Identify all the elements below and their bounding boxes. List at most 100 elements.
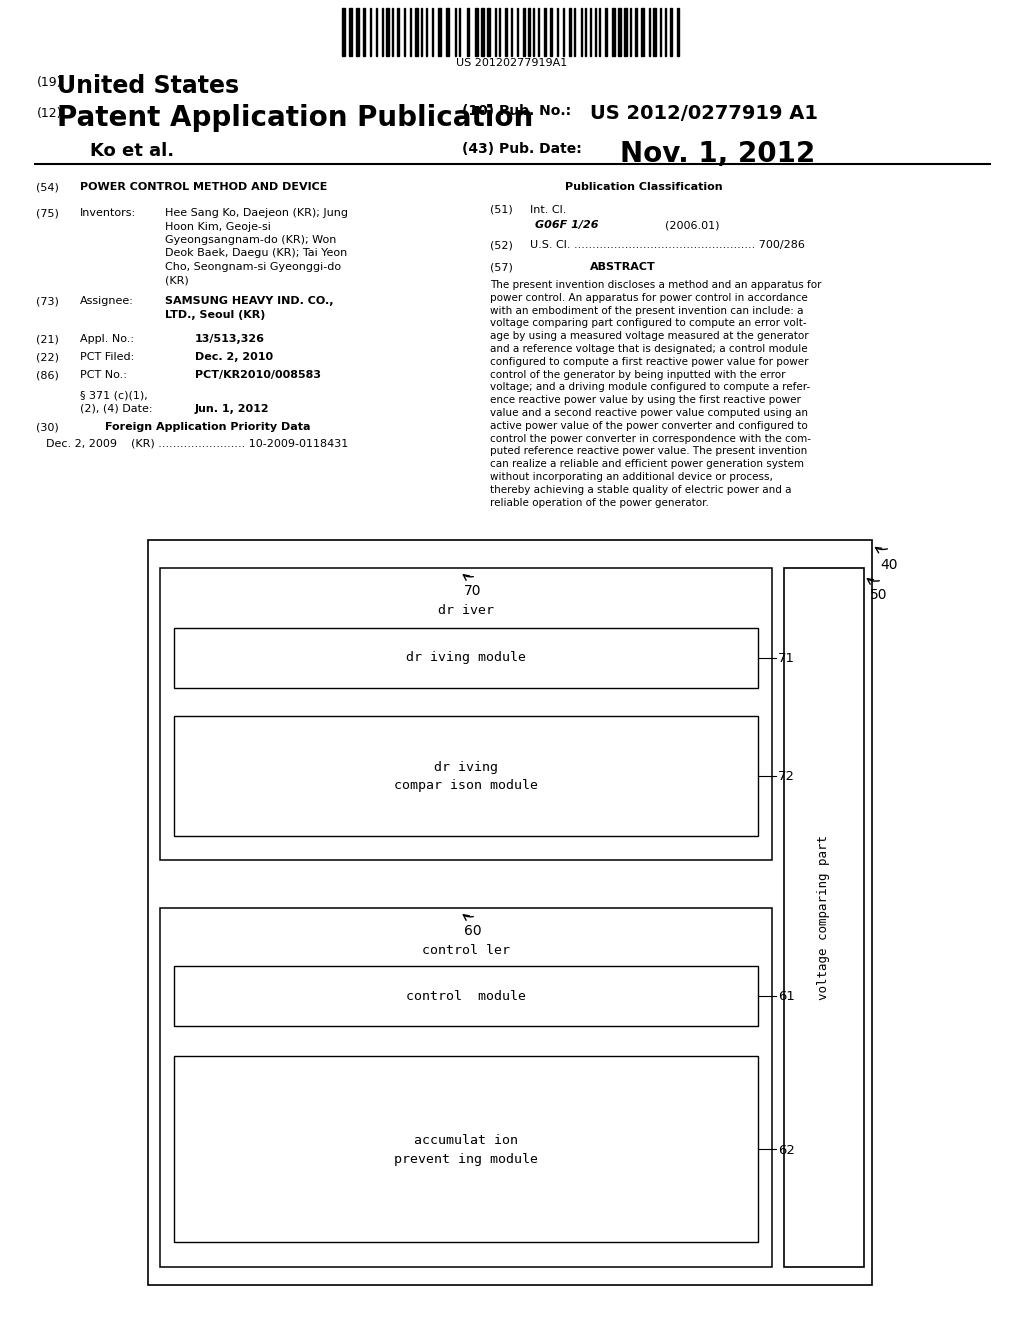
Text: PCT No.:: PCT No.: [80,370,127,380]
Bar [386,8,389,55]
Text: without incorporating an additional device or process,: without incorporating an additional devi… [490,473,773,482]
Text: Cho, Seongnam-si Gyeonggi-do: Cho, Seongnam-si Gyeonggi-do [165,261,341,272]
Bar [550,8,552,55]
Text: (51): (51) [490,205,513,215]
Text: voltage; and a driving module configured to compute a refer-: voltage; and a driving module configured… [490,383,810,392]
Bar [174,715,758,836]
Text: control  module: control module [406,990,526,1002]
Text: value and a second reactive power value computed using an: value and a second reactive power value … [490,408,808,418]
Text: Foreign Application Priority Data: Foreign Application Priority Data [105,422,310,432]
Text: ence reactive power value by using the first reactive power: ence reactive power value by using the f… [490,395,801,405]
Text: dr iver: dr iver [438,605,494,616]
Text: 61: 61 [778,990,795,1003]
Text: Hoon Kim, Geoje-si: Hoon Kim, Geoje-si [165,222,271,231]
Text: Publication Classification: Publication Classification [565,182,723,191]
Text: thereby achieving a stable quality of electric power and a: thereby achieving a stable quality of el… [490,484,792,495]
Text: 71: 71 [778,652,795,665]
Text: can realize a reliable and efficient power generation system: can realize a reliable and efficient pow… [490,459,804,469]
Bar [438,8,441,55]
Text: (52): (52) [490,240,513,249]
Text: (10) Pub. No.:: (10) Pub. No.: [462,104,571,117]
Bar [446,8,449,55]
Text: (21): (21) [36,334,58,345]
Bar [467,8,469,55]
Text: Dec. 2, 2009    (KR) ........................ 10-2009-0118431: Dec. 2, 2009 (KR) ......................… [46,438,348,447]
Bar [618,8,621,55]
Bar [362,8,365,55]
Text: Dec. 2, 2010: Dec. 2, 2010 [195,352,273,362]
Text: 13/513,326: 13/513,326 [195,334,265,345]
Bar [528,8,530,55]
Text: 70: 70 [464,583,481,598]
Text: control ler: control ler [422,944,510,957]
Bar [612,8,615,55]
Bar [349,8,352,55]
Text: ABSTRACT: ABSTRACT [590,261,655,272]
Text: dr iving module: dr iving module [406,652,526,664]
Text: LTD., Seoul (KR): LTD., Seoul (KR) [165,309,265,319]
Bar [487,8,490,55]
Bar [475,8,478,55]
Text: age by using a measured voltage measured at the generator: age by using a measured voltage measured… [490,331,809,341]
Text: (43) Pub. Date:: (43) Pub. Date: [462,143,582,156]
Text: Ko et al.: Ko et al. [90,143,174,160]
Text: 60: 60 [464,924,481,939]
Text: reliable operation of the power generator.: reliable operation of the power generato… [490,498,709,508]
Bar [397,8,399,55]
Text: G06F 1/26: G06F 1/26 [535,220,598,230]
Text: U.S. Cl. .................................................. 700/286: U.S. Cl. ...............................… [530,240,805,249]
Text: (86): (86) [36,370,58,380]
Text: compar ison module: compar ison module [394,780,538,792]
Text: (2006.01): (2006.01) [665,220,720,230]
Bar [569,8,571,55]
Bar [641,8,644,55]
Bar [677,8,679,55]
Bar [342,8,345,55]
Text: 62: 62 [778,1143,795,1156]
Bar [523,8,525,55]
Bar [160,908,772,1267]
Text: SAMSUNG HEAVY IND. CO.,: SAMSUNG HEAVY IND. CO., [165,296,334,306]
Bar [174,628,758,688]
Bar [415,8,418,55]
Bar [784,568,864,1267]
Text: Deok Baek, Daegu (KR); Tai Yeon: Deok Baek, Daegu (KR); Tai Yeon [165,248,347,259]
Text: 40: 40 [880,558,897,572]
Text: (12): (12) [37,107,62,120]
Text: and a reference voltage that is designated; a control module: and a reference voltage that is designat… [490,345,808,354]
Text: United States: United States [57,74,240,98]
Bar [505,8,507,55]
Text: active power value of the power converter and configured to: active power value of the power converte… [490,421,808,430]
Bar [653,8,656,55]
Text: Gyeongsangnam-do (KR); Won: Gyeongsangnam-do (KR); Won [165,235,336,246]
Text: 50: 50 [870,587,888,602]
Text: (75): (75) [36,209,58,218]
Text: (54): (54) [36,182,58,191]
Text: Patent Application Publication: Patent Application Publication [57,104,534,132]
Text: US 2012/0277919 A1: US 2012/0277919 A1 [590,104,818,123]
Bar [670,8,672,55]
Text: control of the generator by being inputted with the error: control of the generator by being inputt… [490,370,785,380]
Text: Appl. No.:: Appl. No.: [80,334,134,345]
Text: Hee Sang Ko, Daejeon (KR); Jung: Hee Sang Ko, Daejeon (KR); Jung [165,209,348,218]
Bar [356,8,359,55]
Bar [635,8,637,55]
Bar [174,966,758,1026]
Text: (30): (30) [36,422,58,432]
Text: (22): (22) [36,352,59,362]
Bar [544,8,546,55]
Text: The present invention discloses a method and an apparatus for: The present invention discloses a method… [490,280,821,290]
Text: Jun. 1, 2012: Jun. 1, 2012 [195,404,269,413]
Text: voltage comparing part: voltage comparing part [817,836,830,1001]
Text: Int. Cl.: Int. Cl. [530,205,566,215]
Text: US 20120277919A1: US 20120277919A1 [457,58,567,69]
Bar [174,1056,758,1242]
Text: control the power converter in correspondence with the com-: control the power converter in correspon… [490,433,811,444]
Bar [160,568,772,861]
Text: dr iving: dr iving [434,762,498,775]
Text: (KR): (KR) [165,276,188,285]
Text: (19): (19) [37,77,62,88]
Text: puted reference reactive power value. The present invention: puted reference reactive power value. Th… [490,446,807,457]
Text: PCT Filed:: PCT Filed: [80,352,134,362]
Text: § 371 (c)(1),: § 371 (c)(1), [80,389,147,400]
